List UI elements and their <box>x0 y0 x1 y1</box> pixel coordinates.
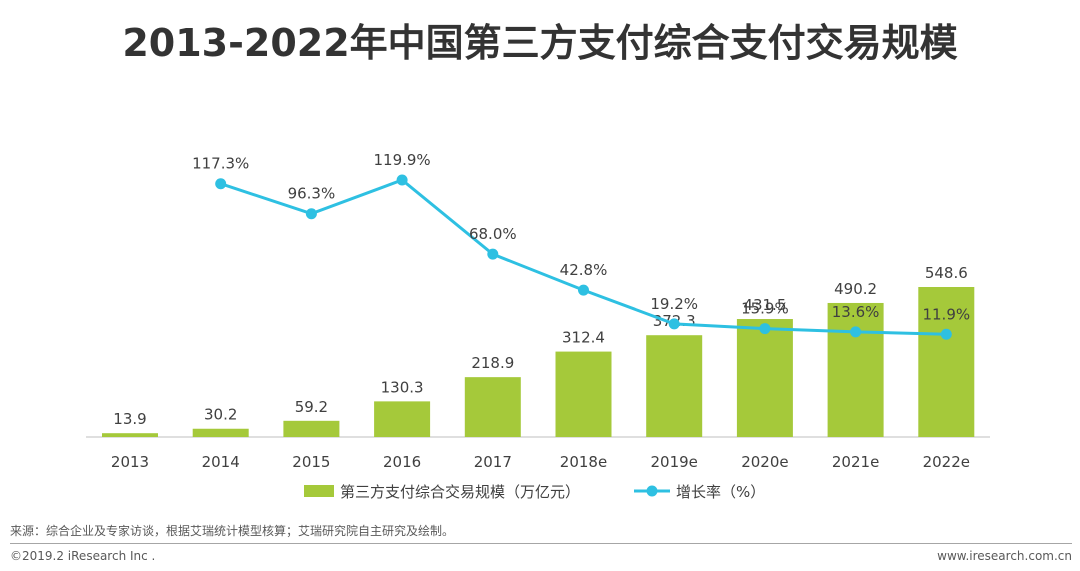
bar[interactable] <box>736 319 793 437</box>
x-tick-label: 2019e <box>650 453 697 471</box>
source-note: 来源：综合企业及专家访谈，根据艾瑞统计模型核算；艾瑞研究院自主研究及绘制。 <box>10 524 455 538</box>
x-tick-label: 2018e <box>560 453 607 471</box>
growth-value-label: 42.8% <box>560 261 608 279</box>
bar-value-label: 218.9 <box>471 354 514 372</box>
website-link[interactable]: www.iresearch.com.cn <box>937 549 1072 563</box>
legend-bar-swatch <box>304 485 334 497</box>
growth-value-label: 19.2% <box>650 295 698 313</box>
bar-value-label: 59.2 <box>295 398 328 416</box>
growth-value-label: 68.0% <box>469 225 517 243</box>
growth-point[interactable] <box>487 248 499 260</box>
legend-line-marker <box>646 485 658 497</box>
growth-point[interactable] <box>396 174 408 186</box>
bar[interactable] <box>102 433 158 437</box>
x-tick-label: 2021e <box>832 453 879 471</box>
legend-line-label: 增长率（%） <box>676 483 765 501</box>
x-tick-label: 2022e <box>923 453 970 471</box>
bar[interactable] <box>918 287 975 437</box>
growth-point[interactable] <box>759 323 771 335</box>
bar-value-label: 30.2 <box>204 406 237 424</box>
x-tick-label: 2013 <box>111 453 149 471</box>
bar[interactable] <box>283 420 340 437</box>
growth-point[interactable] <box>578 284 589 296</box>
growth-value-label: 96.3% <box>288 185 336 203</box>
growth-value-label: 11.9% <box>922 305 970 323</box>
growth-value-label: 15.9% <box>741 300 789 318</box>
copyright-text: ©2019.2 iResearch Inc . <box>10 549 156 563</box>
growth-value-label: 13.6% <box>832 303 880 321</box>
bar[interactable] <box>374 401 431 437</box>
bar-value-label: 130.3 <box>381 378 424 396</box>
growth-value-label: 119.9% <box>373 151 430 169</box>
bar-value-label: 490.2 <box>834 280 877 298</box>
bar-value-label: 13.9 <box>113 410 146 428</box>
bar[interactable] <box>192 428 249 437</box>
legend-bar-label: 第三方支付综合交易规模（万亿元） <box>340 483 580 501</box>
chart-title: 2013-2022年中国第三方支付综合支付交易规模 <box>122 21 958 65</box>
x-tick-label: 2015 <box>292 453 330 471</box>
growth-value-label: 117.3% <box>192 155 249 173</box>
x-tick-label: 2016 <box>383 453 421 471</box>
footer-divider <box>10 543 1072 544</box>
growth-point[interactable] <box>850 326 862 338</box>
bar-value-label: 431.5 <box>743 296 786 314</box>
growth-point[interactable] <box>940 328 952 340</box>
x-tick-label: 2014 <box>202 453 240 471</box>
x-tick-label: 2017 <box>474 453 512 471</box>
bar[interactable] <box>555 351 612 437</box>
growth-point[interactable] <box>305 208 317 220</box>
bar[interactable] <box>827 302 884 437</box>
growth-point[interactable] <box>215 178 227 190</box>
bar-value-label: 312.4 <box>562 329 605 347</box>
x-tick-label: 2020e <box>741 453 788 471</box>
bar[interactable] <box>646 335 703 437</box>
bar[interactable] <box>464 377 521 437</box>
growth-point[interactable] <box>668 318 680 330</box>
bar-value-label: 548.6 <box>925 264 968 282</box>
